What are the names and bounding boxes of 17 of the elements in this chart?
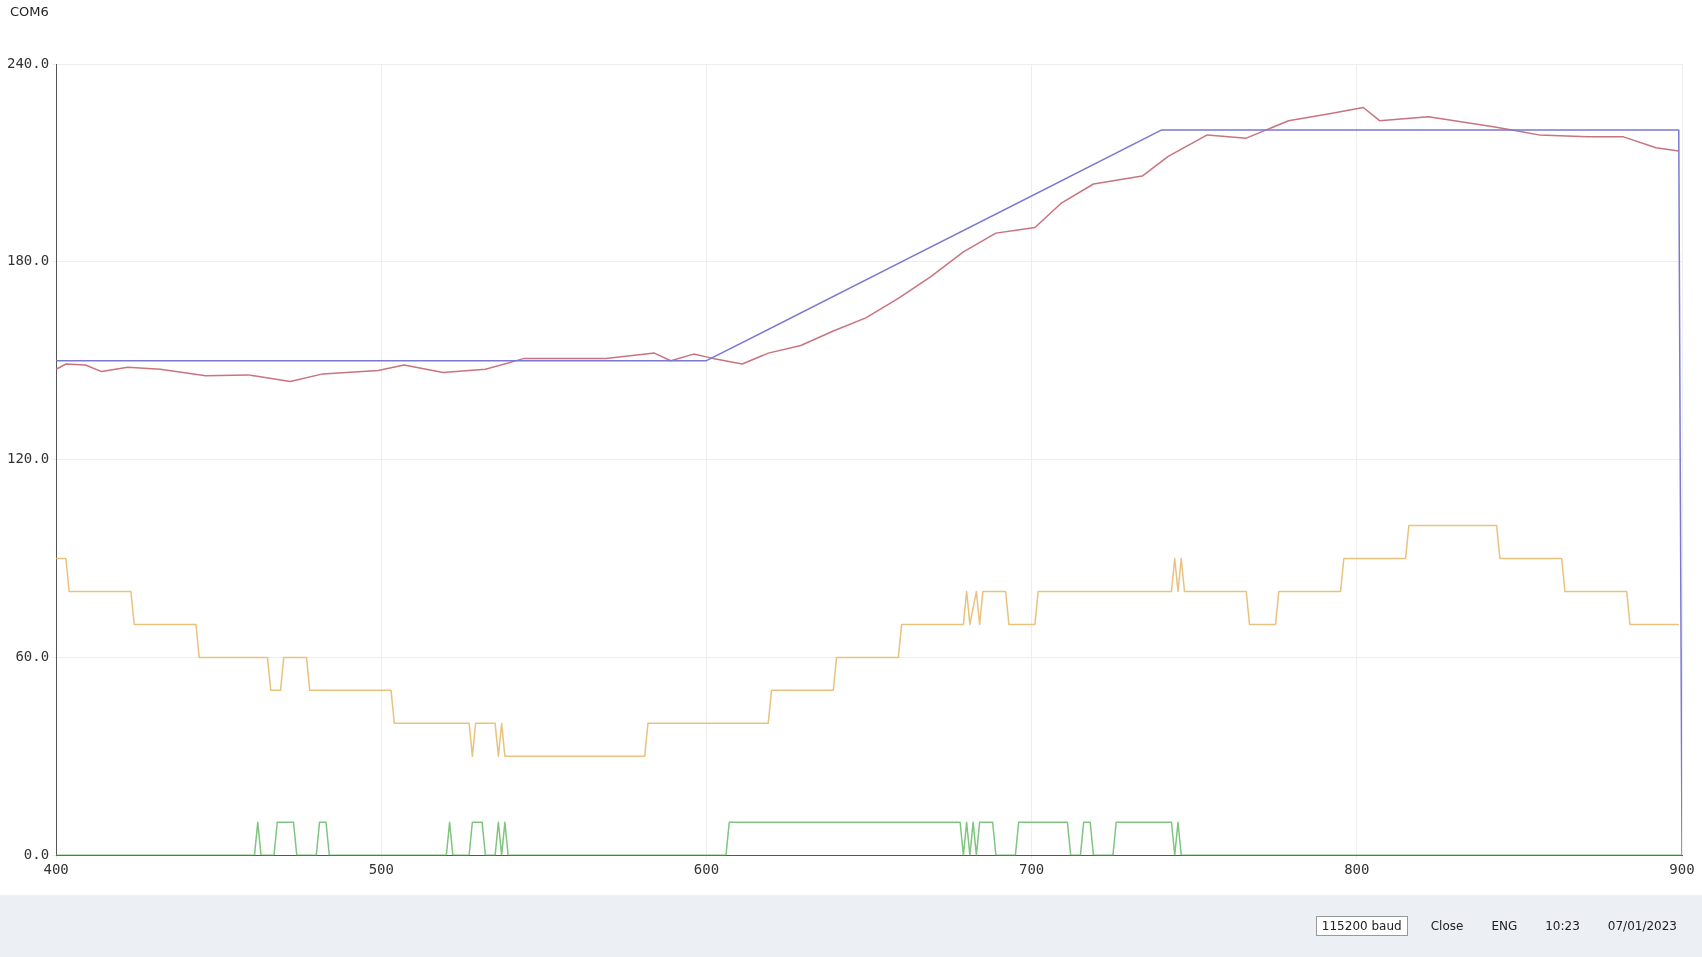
x-tick-label: 700 — [1019, 861, 1045, 878]
y-tick-label: 60.0 — [15, 648, 50, 665]
x-tick-label: 900 — [1669, 861, 1695, 878]
x-tick-label: 800 — [1344, 861, 1370, 878]
y-tick-label: 240.0 — [6, 54, 50, 71]
x-tick-label: 600 — [693, 861, 720, 878]
y-tick-label: 120.0 — [6, 450, 50, 467]
x-tick-label: 500 — [368, 861, 394, 878]
chart-title: COM6 — [9, 3, 50, 21]
x-tick-label: 400 — [43, 861, 69, 878]
text: 07/01/2023 — [1606, 918, 1678, 935]
text: ENG — [1490, 918, 1519, 935]
text: 10:23 — [1544, 918, 1581, 935]
y-tick-label: 180.0 — [6, 252, 50, 269]
text: 115200 baud — [1315, 916, 1408, 936]
text: Close — [1429, 918, 1465, 935]
y-tick-label: 0.0 — [23, 845, 50, 862]
